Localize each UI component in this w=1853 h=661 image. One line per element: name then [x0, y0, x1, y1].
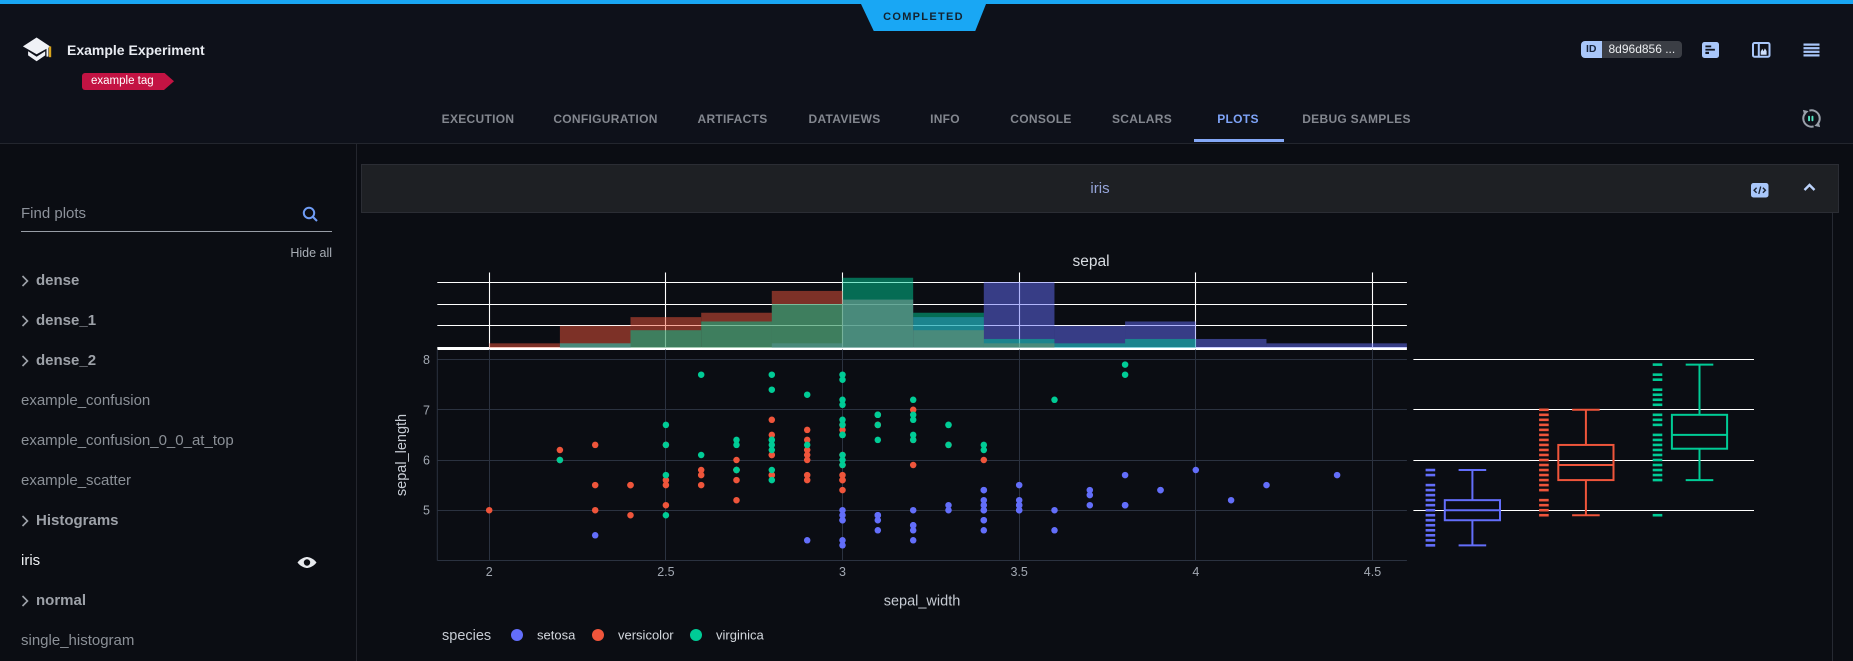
svg-text:species: species — [442, 628, 491, 644]
svg-text:sepal_width: sepal_width — [884, 594, 961, 610]
svg-text:3.5: 3.5 — [1011, 565, 1028, 579]
svg-text:versicolor: versicolor — [618, 628, 674, 643]
svg-text:7: 7 — [423, 403, 430, 417]
svg-text:2.5: 2.5 — [657, 565, 674, 579]
svg-text:sepal_length: sepal_length — [394, 414, 410, 496]
svg-text:virginica: virginica — [716, 628, 764, 643]
svg-text:sepal: sepal — [1072, 253, 1109, 270]
svg-text:4: 4 — [1192, 565, 1199, 579]
svg-text:6: 6 — [423, 454, 430, 468]
svg-text:5: 5 — [423, 504, 430, 518]
svg-text:8: 8 — [423, 353, 430, 367]
svg-text:2: 2 — [486, 565, 493, 579]
svg-text:4.5: 4.5 — [1364, 565, 1381, 579]
svg-text:3: 3 — [839, 565, 846, 579]
svg-text:setosa: setosa — [537, 628, 576, 643]
